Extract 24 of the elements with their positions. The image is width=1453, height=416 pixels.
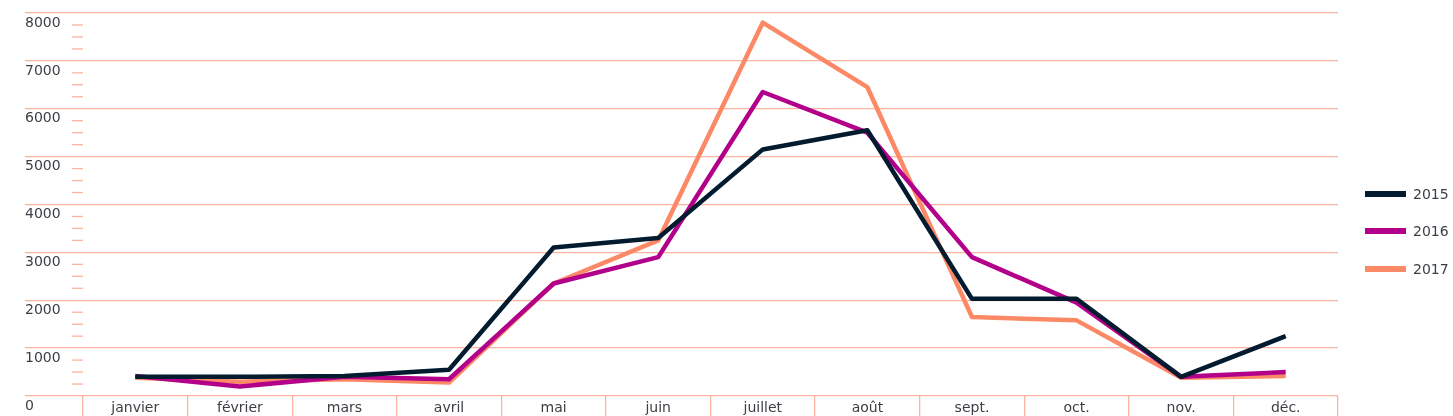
y-tick-label: 3000 (25, 253, 61, 270)
x-tick-label: oct. (1063, 399, 1090, 416)
x-tick-label: mars (326, 399, 363, 416)
x-tick-label: mai (540, 399, 567, 416)
x-tick-label: août (851, 399, 884, 416)
legend-label: 2015 (1413, 185, 1449, 202)
x-tick-label: nov. (1166, 399, 1196, 416)
x-tick-label: janvier (110, 399, 160, 416)
legend-label: 2016 (1413, 223, 1449, 240)
y-tick-label: 1000 (25, 348, 61, 365)
x-tick-label: avril (433, 399, 465, 416)
legend-label: 2017 (1413, 260, 1449, 277)
y-tick-label: 0 (25, 396, 34, 413)
x-tick-label: février (216, 399, 264, 416)
y-tick-label: 5000 (25, 157, 61, 174)
y-tick-label: 7000 (25, 61, 61, 78)
y-tick-label: 4000 (25, 205, 61, 222)
y-tick-label: 2000 (25, 300, 61, 317)
x-tick-label: sept. (954, 399, 990, 416)
x-tick-label: juin (644, 399, 671, 416)
x-tick-label: juillet (742, 399, 783, 416)
x-tick-label: déc. (1270, 399, 1301, 416)
y-tick-label: 6000 (25, 109, 61, 126)
y-tick-label: 8000 (25, 13, 61, 30)
